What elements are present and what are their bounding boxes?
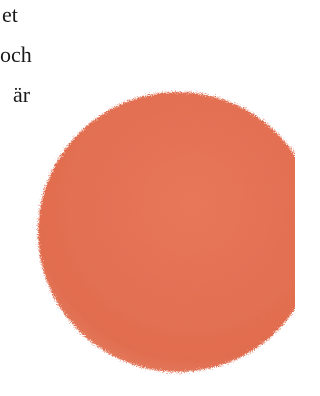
painted-circle [38, 92, 295, 372]
text-line: et [2, 2, 18, 27]
text-line: är [13, 82, 31, 107]
page: et och är [0, 0, 295, 396]
text-line: och [0, 42, 32, 67]
